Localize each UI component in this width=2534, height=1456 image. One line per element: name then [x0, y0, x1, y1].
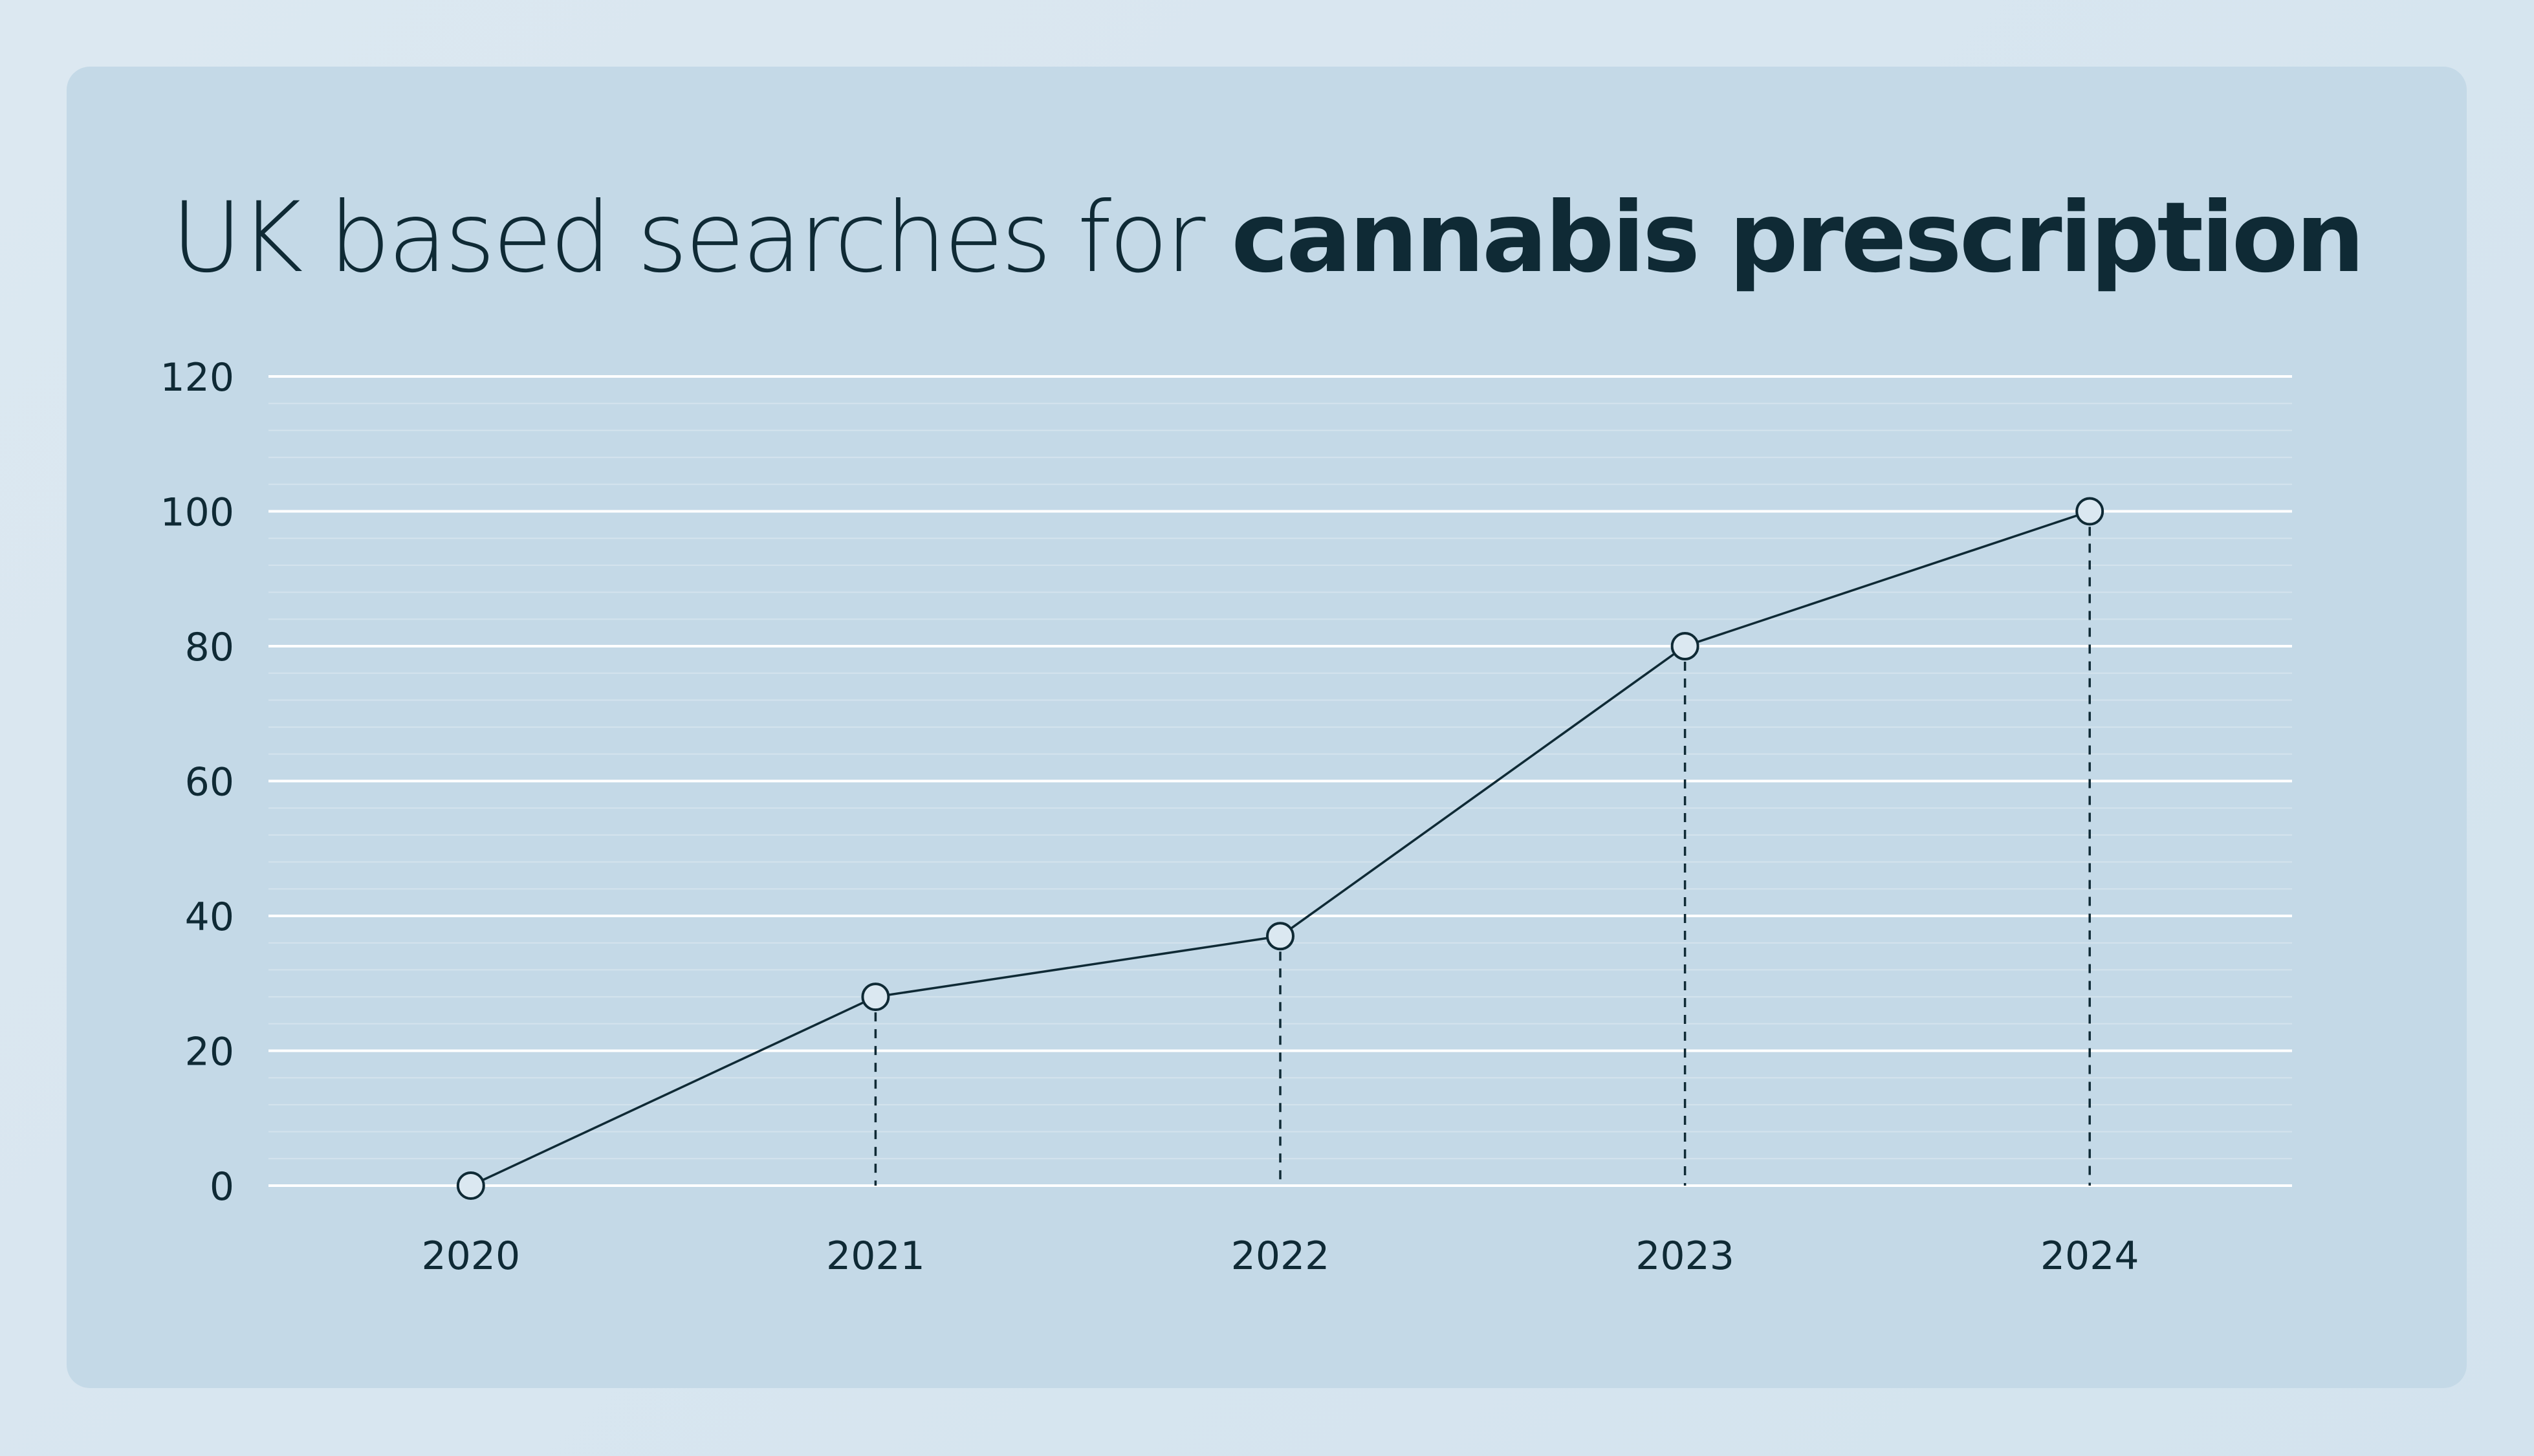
- major-gridlines: [268, 375, 2292, 1187]
- x-tick-label: 2020: [421, 1233, 520, 1279]
- data-point: [1266, 922, 1294, 951]
- data-point: [456, 1171, 485, 1200]
- x-axis-tick-labels: 2020 2021 2022 2023 2024: [421, 1233, 2139, 1279]
- chart-card: UK based searches for cannabis prescript…: [67, 67, 2467, 1388]
- y-tick-label: 120: [160, 355, 234, 400]
- x-tick-label: 2021: [826, 1233, 925, 1279]
- x-tick-label: 2023: [1635, 1233, 1734, 1279]
- y-tick-label: 100: [160, 490, 234, 536]
- y-axis-tick-labels: 0 20 40 60 80 100 120: [160, 355, 234, 1210]
- y-tick-label: 80: [185, 625, 234, 670]
- data-points: [456, 497, 2104, 1200]
- y-tick-label: 60: [185, 760, 234, 805]
- y-tick-label: 40: [185, 895, 234, 940]
- series-line: [470, 510, 2090, 1187]
- data-point: [1670, 632, 1699, 660]
- x-tick-label: 2022: [1231, 1233, 1330, 1279]
- chart-title: UK based searches for cannabis prescript…: [67, 190, 2467, 287]
- drop-lines: [874, 527, 2091, 1186]
- x-tick-label: 2024: [2040, 1233, 2139, 1279]
- data-point: [861, 983, 890, 1012]
- data-point: [2075, 497, 2104, 526]
- chart-title-bold: cannabis prescription: [1231, 182, 2365, 294]
- chart-title-regular: UK based searches for: [171, 182, 1232, 294]
- y-tick-label: 0: [210, 1164, 234, 1210]
- y-tick-label: 20: [185, 1030, 234, 1075]
